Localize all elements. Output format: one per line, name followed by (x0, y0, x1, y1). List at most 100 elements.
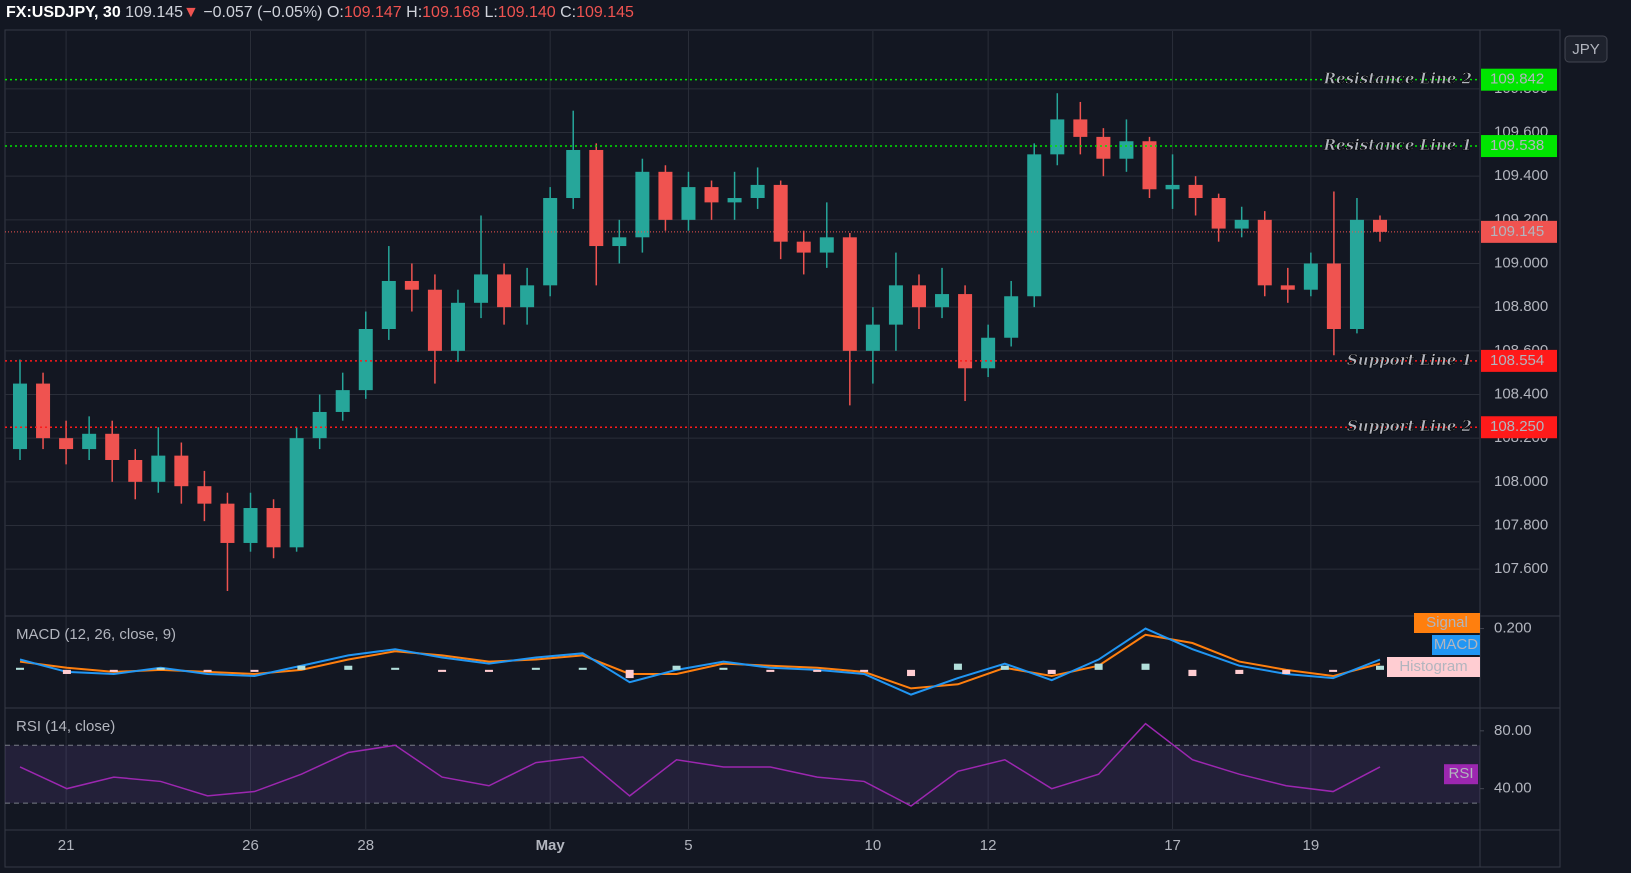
candle-body (243, 508, 258, 543)
legend-tag (1432, 635, 1480, 655)
candle-body (566, 149, 581, 199)
candle-body (1027, 154, 1042, 297)
candle-body (1096, 136, 1111, 159)
legend-label: Signal (1426, 614, 1468, 631)
candle-body (1280, 285, 1295, 290)
candle-body (105, 433, 120, 460)
histogram-bar (953, 663, 962, 670)
price-tag-label: 109.538 (1490, 137, 1544, 154)
candle-body (59, 438, 74, 450)
candle-body (911, 285, 926, 308)
candle-body (520, 285, 535, 308)
price-tag-label: 108.554 (1490, 352, 1544, 369)
candle-body (1119, 141, 1134, 159)
x-tick-label: 12 (980, 837, 997, 854)
candle-body (358, 329, 373, 391)
histogram-bar (1235, 669, 1244, 674)
x-tick-label: 26 (242, 837, 259, 854)
high: 109.168 (422, 4, 480, 21)
histogram-bar (438, 669, 447, 672)
last-price-tag (1481, 220, 1557, 243)
y-tick-label: 80.00 (1494, 722, 1532, 739)
close: 109.145 (576, 4, 634, 21)
indicator-line (19, 627, 1381, 696)
c-label: C: (560, 4, 577, 21)
candle-body (981, 337, 996, 369)
candle-body (450, 302, 465, 351)
pane-title: RSI (14, close) (16, 718, 115, 735)
price-tag (1481, 416, 1557, 439)
histogram-bar (1094, 663, 1103, 670)
level-name: Resistance Line 2 (1323, 70, 1472, 88)
currency-box[interactable] (1564, 35, 1608, 63)
histogram-bar (766, 669, 775, 672)
change: −0.057 (−0.05%) (203, 4, 323, 21)
candle-body (1257, 219, 1272, 286)
candle-body (796, 241, 811, 253)
histogram-bar (719, 667, 728, 670)
candle-body (220, 503, 235, 543)
candle-body (1234, 219, 1249, 229)
histogram-bar (531, 667, 540, 670)
price-tag (1481, 68, 1557, 91)
candle-body (1188, 184, 1203, 199)
candle-body (128, 459, 143, 482)
candle-body (1373, 219, 1387, 232)
histogram-bar (1141, 663, 1150, 670)
legend-tag (1444, 764, 1478, 785)
candle-body (335, 390, 350, 412)
x-tick-label: 5 (684, 837, 692, 854)
candle-body (381, 280, 396, 330)
y-tick-label: 40.00 (1494, 780, 1532, 797)
histogram-bar (203, 669, 212, 672)
x-tick-label: 21 (58, 837, 75, 854)
candle-body (312, 411, 327, 439)
y-tick-label: 109.000 (1494, 254, 1548, 271)
candle-body (750, 184, 765, 199)
candle-body (727, 198, 742, 203)
candle-body (888, 285, 903, 325)
price-tag-label: 108.250 (1490, 418, 1544, 435)
price-tag (1481, 349, 1557, 372)
candle-body (543, 198, 558, 286)
candle-body (427, 289, 442, 351)
x-tick-label: 17 (1164, 837, 1181, 854)
candle-body (474, 274, 489, 303)
candle-body (1142, 141, 1157, 190)
histogram-bar (907, 669, 916, 677)
candle-body (174, 455, 189, 487)
h-label: H: (406, 4, 423, 21)
candle-body (773, 184, 788, 242)
candle-body (289, 438, 304, 548)
candle-body (842, 237, 857, 351)
o-label: O: (326, 4, 344, 21)
x-tick-label: 28 (357, 837, 374, 854)
candle-body (1349, 219, 1364, 330)
price-tag-label: 109.842 (1490, 71, 1544, 88)
arrow: ▼ (183, 4, 199, 21)
y-tick-label: 109.400 (1494, 167, 1548, 184)
histogram-bar (344, 665, 353, 670)
header: FX:USDJPY, 30 109.145▼ −0.057 (−0.05%) O… (6, 4, 634, 22)
histogram-bar (625, 669, 634, 679)
last-price-label: 109.145 (1490, 223, 1544, 240)
level-name: Support Line 2 (1347, 417, 1472, 435)
candle-body (497, 274, 512, 308)
candle-body (935, 294, 950, 308)
y-tick-label: 107.600 (1494, 560, 1548, 577)
candle-body (865, 324, 880, 351)
candle-body (1165, 184, 1180, 190)
rsi-band (5, 745, 1480, 804)
candle-body (658, 171, 673, 220)
candle-body (1073, 119, 1088, 137)
price-tag (1481, 135, 1557, 158)
y-tick-label: 108.800 (1494, 298, 1548, 315)
histogram-bar (813, 669, 822, 672)
histogram-bar (1047, 669, 1056, 674)
x-tick-label: 19 (1303, 837, 1320, 854)
histogram-bar (860, 669, 869, 672)
candle-body (819, 237, 834, 253)
legend-label: RSI (1448, 765, 1473, 782)
y-tick-label: 108.400 (1494, 385, 1548, 402)
